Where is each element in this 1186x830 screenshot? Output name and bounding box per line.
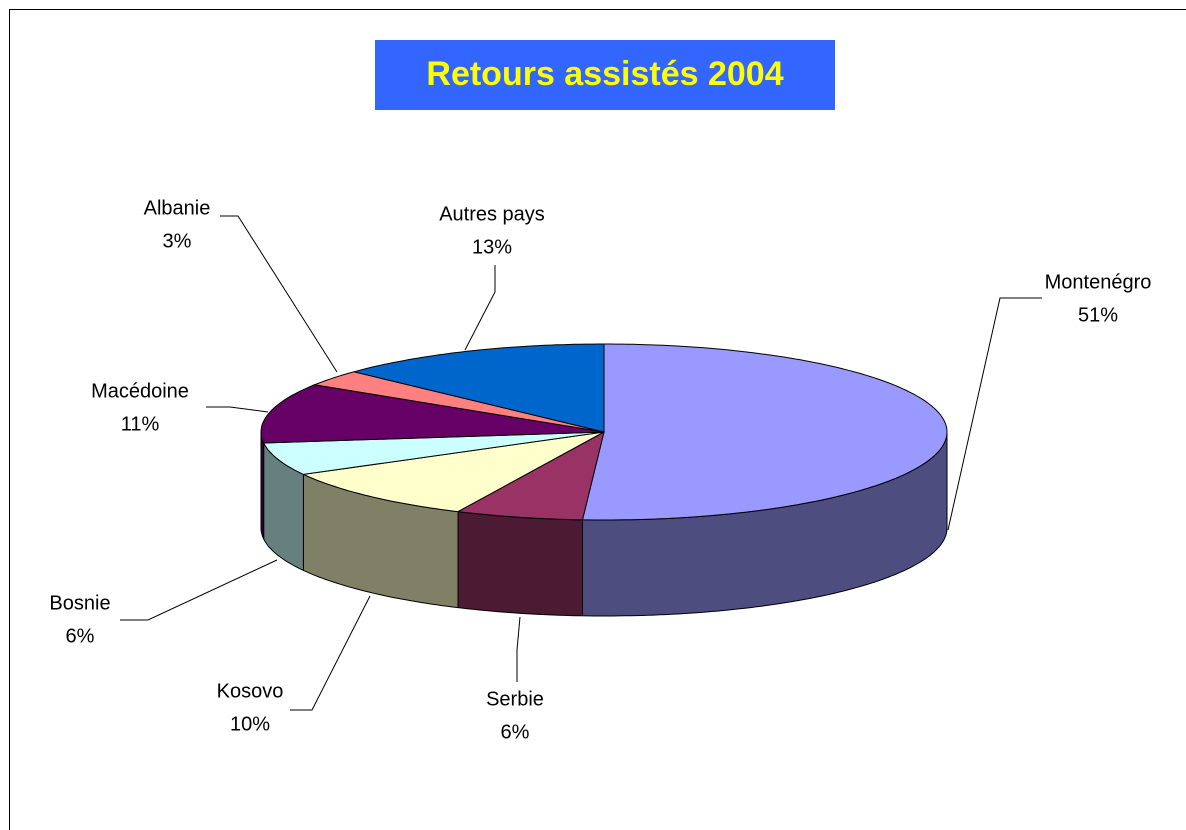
leader-line [464,265,496,351]
slice-value-label: 6% [501,721,530,743]
slice-value-label: 6% [66,625,95,647]
slice [262,431,605,572]
slice-label: Albanie [144,197,211,219]
slice-value-label: 51% [1078,304,1118,326]
slice-value-label: 3% [163,230,192,252]
slice [260,384,605,540]
slice [353,343,605,433]
leader-line [947,297,1042,531]
slice-label: Montenégro [1045,271,1152,293]
slice-label: Serbie [486,688,544,710]
slice-value-label: 13% [472,236,512,258]
leader-line [220,215,338,373]
slice-top [456,431,605,521]
slice [581,343,948,617]
title-box [375,40,835,110]
leader-line [120,559,278,621]
slice [312,371,605,433]
slice-label: Autres pays [439,203,545,225]
slice-value-label: 10% [230,713,270,735]
slice-top [260,384,605,444]
slice-top [262,431,605,475]
leader-line [206,406,269,413]
leader-line [290,595,371,711]
slice-top [353,343,605,433]
slice-side [260,432,265,540]
slice-top [581,343,948,521]
leader-line [516,616,521,682]
slice-label: Kosovo [217,680,284,702]
slice-value-label: 11% [121,413,160,435]
slice-label: Macédoine [91,380,189,402]
slice [301,431,605,609]
slice-label: Bosnie [49,592,110,614]
slice-top [301,431,605,513]
chart-title: Retours assistés 2004 [426,55,783,93]
slice-top [312,371,605,433]
slice-side [457,511,583,617]
